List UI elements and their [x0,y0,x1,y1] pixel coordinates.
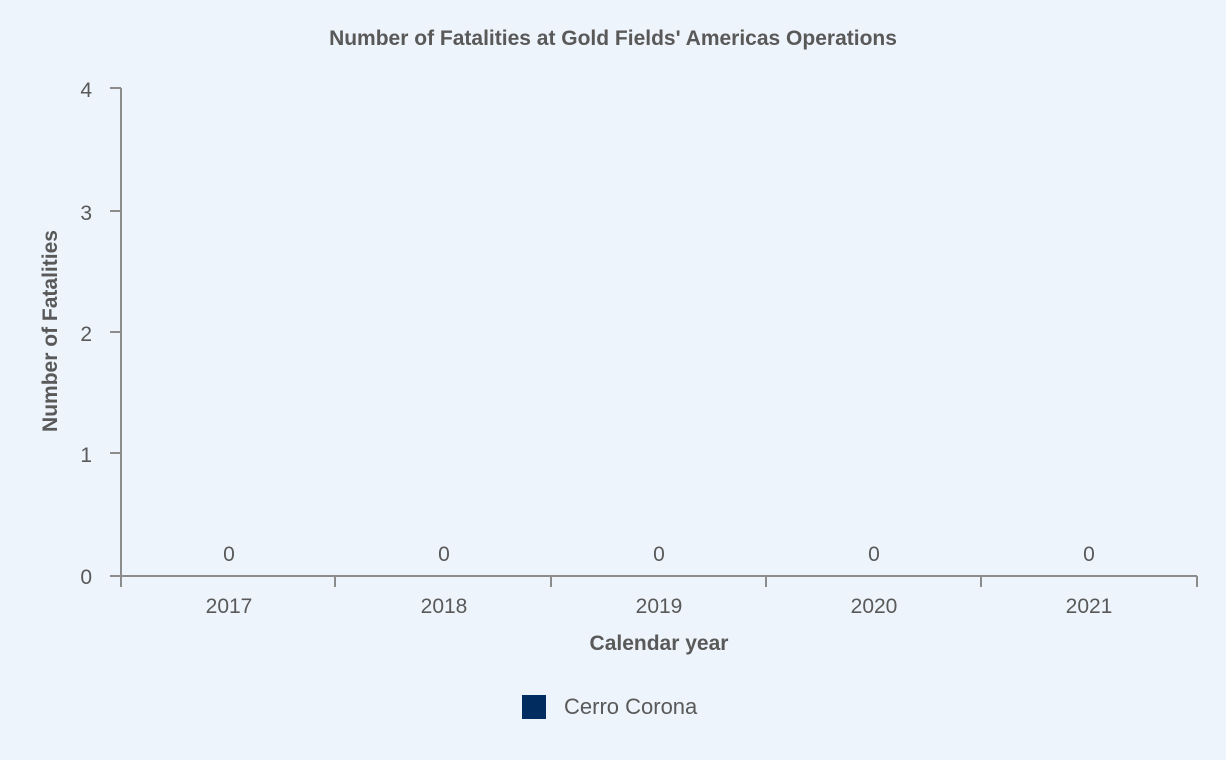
x-axis [110,575,1198,587]
chart-title: Number of Fatalities at Gold Fields' Ame… [329,27,897,50]
svg-text:0: 0 [653,543,665,566]
svg-text:4: 4 [80,79,92,102]
y-axis [110,87,122,587]
x-tick-labels: 2017 2018 2019 2020 2021 [206,595,1113,618]
svg-text:2021: 2021 [1066,595,1113,618]
svg-text:1: 1 [80,444,92,467]
x-axis-label: Calendar year [589,632,729,655]
svg-text:3: 3 [80,202,92,225]
svg-text:0: 0 [868,543,880,566]
svg-text:2020: 2020 [851,595,898,618]
legend-label-cerro-corona: Cerro Corona [564,694,698,719]
svg-text:0: 0 [223,543,235,566]
svg-text:0: 0 [1083,543,1095,566]
legend-swatch-cerro-corona [522,695,546,719]
svg-text:2018: 2018 [421,595,468,618]
svg-text:0: 0 [80,566,92,589]
legend: Cerro Corona [522,694,697,720]
y-axis-label: Number of Fatalities [39,230,62,432]
svg-text:2: 2 [80,323,92,346]
y-tick-labels: 0 1 2 3 4 [80,79,92,589]
data-labels: 0 0 0 0 0 [223,543,1095,566]
svg-text:2017: 2017 [206,595,253,618]
svg-text:2019: 2019 [636,595,683,618]
svg-text:0: 0 [438,543,450,566]
